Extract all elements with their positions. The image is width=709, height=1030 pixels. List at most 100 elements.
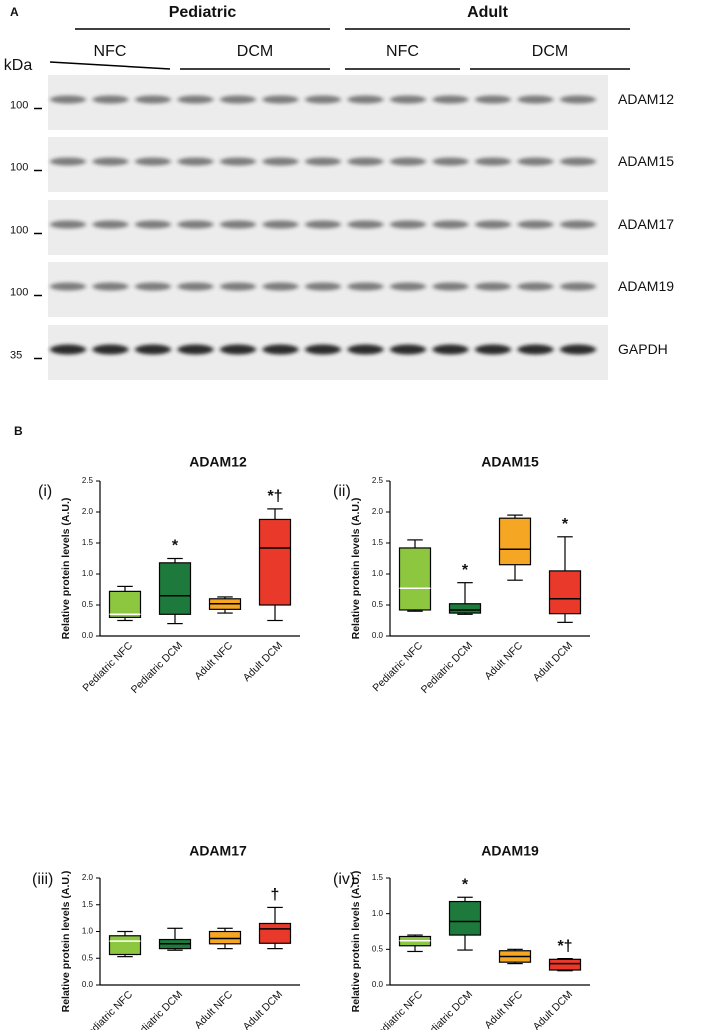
blot-band (177, 220, 214, 229)
subgroup-label: NFC (386, 43, 419, 60)
x-tick-label: Adult DCM (241, 640, 285, 684)
x-tick-label: Adult DCM (241, 989, 285, 1030)
blot-band (560, 282, 596, 291)
blot-band (432, 220, 469, 229)
blot-band (305, 220, 341, 229)
blot-band (517, 344, 554, 355)
marker-label: 35 (10, 349, 22, 361)
x-tick-label: Pediatric DCM (419, 989, 475, 1030)
blot-band (92, 282, 129, 291)
blot-band (220, 157, 256, 166)
box (548, 958, 582, 971)
blot-band (177, 157, 214, 166)
blot-band (347, 282, 384, 291)
blot-band (262, 95, 299, 104)
box (548, 570, 582, 615)
significance: *† (267, 488, 282, 505)
blot-band (305, 157, 341, 166)
blot-band (220, 95, 256, 104)
blot-band (92, 344, 129, 355)
blot-band (262, 282, 299, 291)
blot-band (305, 344, 341, 355)
y-tick-label: 1.5 (82, 900, 94, 909)
blot-band (347, 95, 384, 104)
box (258, 518, 292, 606)
blot-band (560, 344, 596, 355)
blot-band (177, 344, 214, 355)
blot-band (50, 157, 86, 166)
blot-band (475, 282, 511, 291)
y-tick-label: 0.5 (82, 953, 94, 962)
x-tick-label: Pediatric NFC (80, 639, 135, 694)
box (448, 603, 482, 614)
row-label: ADAM15 (618, 153, 674, 169)
panel-label: A (10, 5, 19, 19)
blot-band (390, 220, 426, 229)
blot-band (390, 157, 426, 166)
y-tick-label: 1.0 (82, 927, 94, 936)
blot-band (50, 344, 86, 355)
marker-label: 100 (10, 99, 28, 111)
group-label: Adult (467, 4, 509, 21)
row-label: ADAM17 (618, 216, 674, 232)
blot-band (475, 344, 511, 355)
marker-label: 100 (10, 161, 28, 173)
blot-band (475, 220, 511, 229)
y-tick-label: 2.0 (82, 507, 94, 516)
significance: * (172, 538, 179, 555)
blot-band (220, 344, 256, 355)
marker-label: 100 (10, 224, 28, 236)
y-tick-label: 1.5 (372, 873, 384, 882)
blot-band (560, 157, 596, 166)
blot-band (390, 282, 426, 291)
y-axis-label: Relative protein levels (A.U.) (60, 498, 72, 640)
chart-title: ADAM15 (481, 454, 539, 470)
blot-band (262, 157, 299, 166)
blot-band (517, 282, 554, 291)
subgroup-label: DCM (532, 43, 568, 60)
subgroup-line (49, 61, 171, 70)
marker-label: 100 (10, 286, 28, 298)
x-tick-label: Adult DCM (531, 640, 575, 684)
blot-band (135, 220, 171, 229)
y-tick-label: 0.0 (372, 631, 384, 640)
blot-band (475, 157, 511, 166)
blot-band (432, 282, 469, 291)
blot-band (50, 282, 86, 291)
panel-label: (ii) (333, 483, 351, 500)
blot-band (432, 157, 469, 166)
y-tick-label: 0.5 (372, 600, 384, 609)
box (398, 547, 432, 611)
x-tick-label: Pediatric NFC (370, 988, 425, 1030)
panel-label: B (14, 424, 23, 438)
significance: † (271, 887, 280, 904)
row-label: ADAM12 (618, 91, 674, 107)
blot-band (475, 95, 511, 104)
blot-band (135, 344, 171, 355)
blot-band (220, 220, 256, 229)
row-label: ADAM19 (618, 278, 674, 294)
significance: * (462, 562, 469, 579)
blot-band (560, 95, 596, 104)
x-tick-label: Adult NFC (482, 639, 525, 682)
y-tick-label: 0.5 (82, 600, 94, 609)
x-tick-label: Adult DCM (531, 989, 575, 1030)
box (208, 930, 242, 945)
x-tick-label: Pediatric DCM (129, 989, 185, 1030)
blot-band (262, 220, 299, 229)
box (108, 935, 142, 956)
y-tick-label: 1.0 (82, 569, 94, 578)
y-tick-label: 0.0 (372, 980, 384, 989)
x-tick-label: Pediatric DCM (129, 640, 185, 696)
chart-title: ADAM17 (189, 843, 247, 859)
box (258, 922, 292, 944)
x-tick-label: Adult NFC (192, 988, 235, 1030)
blot-band (347, 157, 384, 166)
y-tick-label: 0.5 (372, 944, 384, 953)
blot-band (390, 95, 426, 104)
significance: * (462, 876, 469, 893)
blot-band (135, 95, 171, 104)
blot-band (50, 220, 86, 229)
blot-band (135, 157, 171, 166)
